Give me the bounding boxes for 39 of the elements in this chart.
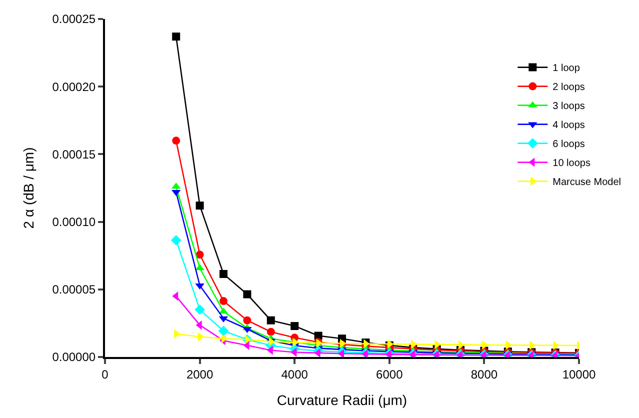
point (172, 136, 180, 145)
legend-label: 6 loops (552, 139, 585, 150)
point (172, 32, 180, 41)
x-tick-label: 8000 (470, 367, 498, 382)
point (266, 328, 275, 336)
y-tick-label: 0.00020 (52, 80, 96, 94)
point (220, 270, 228, 278)
y-tick-label: 0.00000 (52, 350, 96, 364)
x-axis-title: Curvature Radii (μm) (276, 392, 408, 408)
point (290, 322, 299, 330)
point (170, 234, 182, 246)
legend-label: 10 loops (552, 158, 590, 170)
legend-label: 4 loops (552, 120, 585, 132)
x-tick-label: 6000 (376, 367, 404, 382)
legend-label: 2 loops (552, 82, 585, 94)
legend-label: 1 loop (552, 63, 580, 74)
point (220, 297, 228, 306)
point (314, 348, 320, 357)
point (194, 304, 205, 315)
legend-label: Marcuse Model (552, 177, 621, 188)
point (196, 250, 204, 259)
point (266, 316, 275, 324)
x-tick-label: 10000 (562, 367, 596, 382)
point (338, 349, 344, 357)
y-tick-label: 0.00015 (52, 147, 96, 162)
point (243, 290, 252, 298)
point (385, 350, 392, 357)
x-tick-label: 0 (102, 367, 109, 382)
y-tick-label: 0.00010 (52, 215, 96, 229)
x-tick-label: 4000 (281, 367, 308, 382)
y-axis-title: 2 α (dB / μm) (20, 147, 36, 229)
y-tick-label: 0.00025 (52, 12, 96, 26)
legend-label: 3 loops (552, 101, 585, 112)
point (218, 326, 229, 336)
point (362, 349, 368, 357)
point (196, 202, 204, 210)
y-tick-label: 0.00005 (52, 282, 96, 297)
point (243, 316, 252, 324)
x-tick-label: 2000 (186, 367, 214, 382)
